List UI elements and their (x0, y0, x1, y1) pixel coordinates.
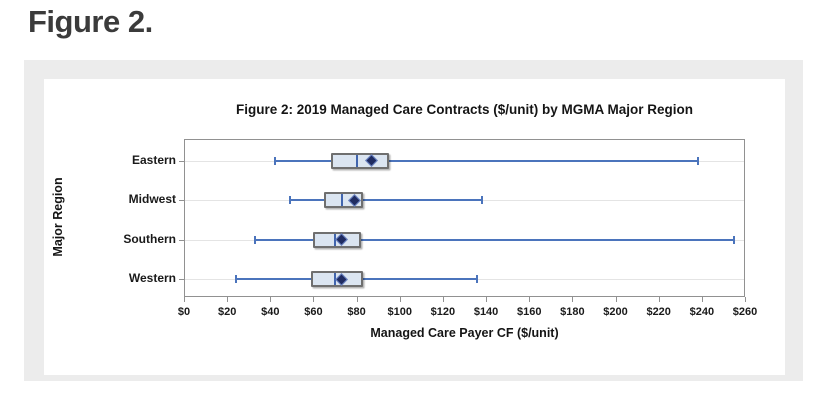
x-tick (313, 297, 315, 302)
iqr-box (330, 152, 389, 169)
y-axis-title: Major Region (51, 177, 65, 257)
x-tick (227, 297, 229, 302)
x-tick (658, 297, 660, 302)
x-tick (184, 297, 185, 302)
figure-heading: Figure 2. (28, 4, 153, 39)
median-line (340, 194, 343, 207)
y-tick (179, 160, 184, 162)
category-label-southern: Southern (123, 231, 176, 246)
whisker-cap-min (288, 196, 291, 205)
x-tick-label: $20 (217, 306, 237, 318)
category-label-eastern: Eastern (131, 152, 176, 167)
x-axis-title: Managed Care Payer CF ($/unit) (370, 326, 559, 340)
whisker-line (289, 199, 482, 202)
whisker-cap-max (696, 156, 699, 165)
x-tick-label: $220 (646, 306, 671, 318)
whisker-line (274, 159, 698, 162)
y-tick (179, 239, 184, 241)
y-tick (179, 200, 184, 202)
x-tick (356, 297, 358, 302)
whisker-cap-min (254, 235, 257, 244)
plot-area (184, 139, 745, 297)
x-tick (399, 297, 401, 302)
figure-panel: Figure 2: 2019 Managed Care Contracts ($… (24, 60, 803, 381)
x-tick-label: $40 (261, 306, 280, 318)
whisker-cap-min (273, 156, 276, 165)
x-tick-label: $100 (387, 306, 413, 318)
x-tick (442, 297, 444, 302)
category-label-western: Western (128, 271, 176, 286)
x-tick-label: $240 (689, 306, 715, 318)
median-line (355, 154, 358, 167)
x-tick (745, 297, 746, 302)
x-tick-label: $60 (304, 306, 323, 318)
x-tick (270, 297, 272, 302)
x-tick-label: $80 (347, 306, 366, 318)
whisker-line (255, 238, 735, 241)
box-plot-chart: Figure 2: 2019 Managed Care Contracts ($… (44, 79, 785, 375)
whisker-cap-max (480, 196, 483, 205)
x-tick-label: $200 (603, 306, 628, 318)
x-tick (529, 297, 531, 302)
x-tick (701, 297, 703, 302)
whisker-cap-min (234, 275, 237, 284)
x-tick-label: $140 (473, 306, 499, 318)
x-tick-label: $120 (430, 306, 456, 318)
x-tick-label: $180 (560, 306, 585, 318)
whisker-cap-max (733, 235, 736, 244)
category-label-midwest: Midwest (128, 192, 176, 207)
x-tick-label: $160 (516, 306, 542, 318)
x-tick (615, 297, 617, 302)
x-tick-label: $0 (177, 306, 191, 318)
median-line (334, 273, 337, 286)
median-line (334, 233, 337, 246)
y-tick (179, 279, 184, 281)
x-tick (572, 297, 574, 302)
x-tick (486, 297, 488, 302)
chart-title: Figure 2: 2019 Managed Care Contracts ($… (235, 102, 694, 117)
x-tick-label: $260 (732, 306, 758, 318)
whisker-cap-max (476, 275, 479, 284)
